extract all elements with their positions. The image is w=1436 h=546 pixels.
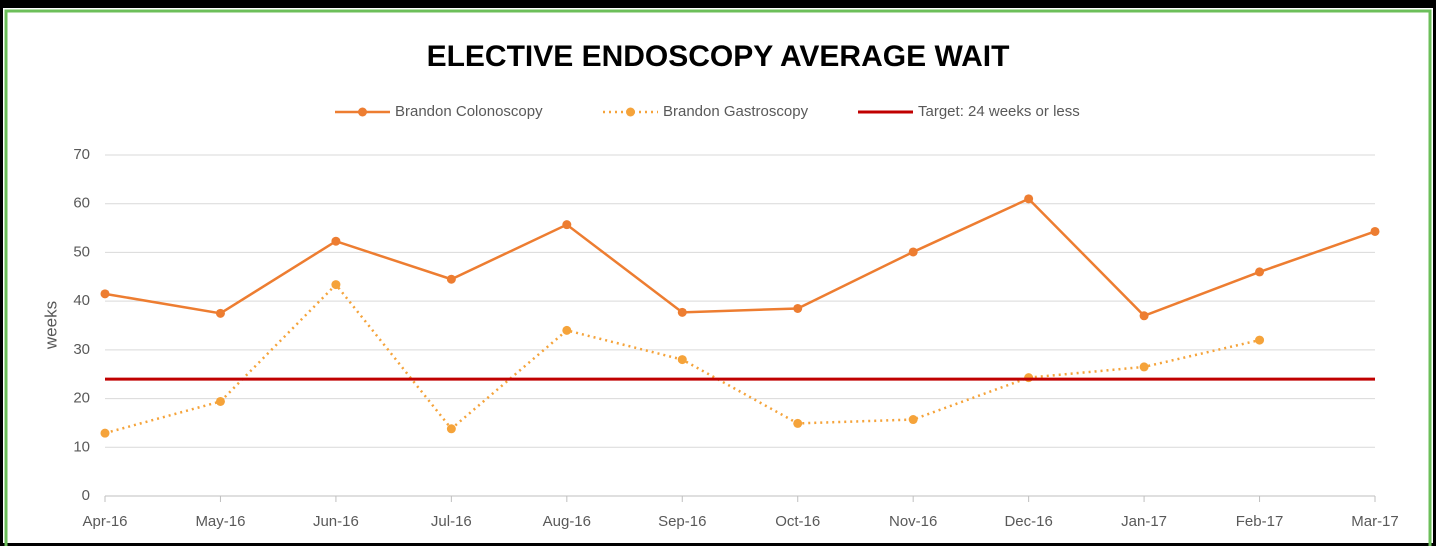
x-tick-label: Sep-16 bbox=[658, 513, 706, 530]
x-tick-label: Mar-17 bbox=[1351, 513, 1399, 530]
data-point bbox=[446, 424, 456, 434]
chart-title: ELECTIVE ENDOSCOPY AVERAGE WAIT bbox=[427, 40, 1010, 73]
data-point bbox=[677, 355, 687, 365]
data-point bbox=[562, 325, 572, 335]
data-point bbox=[215, 308, 225, 318]
legend-label: Brandon Gastroscopy bbox=[663, 103, 809, 120]
data-point bbox=[1370, 226, 1380, 236]
data-point bbox=[677, 307, 687, 317]
y-tick-label: 10 bbox=[73, 438, 90, 455]
legend-label: Brandon Colonoscopy bbox=[395, 103, 543, 120]
data-point bbox=[100, 289, 110, 299]
legend-marker bbox=[358, 107, 367, 117]
data-point bbox=[908, 415, 918, 425]
series-line bbox=[104, 197, 1376, 318]
data-point bbox=[1139, 311, 1149, 321]
inner-border bbox=[4, 9, 1432, 546]
data-point bbox=[100, 428, 110, 438]
x-tick-label: Apr-16 bbox=[82, 513, 127, 530]
data-point bbox=[331, 280, 341, 290]
top-strip bbox=[0, 0, 1436, 8]
data-point bbox=[562, 220, 572, 230]
y-tick-label: 70 bbox=[73, 146, 90, 163]
data-point bbox=[331, 236, 341, 246]
x-tick-label: Jan-17 bbox=[1121, 513, 1167, 530]
data-point bbox=[1024, 194, 1034, 204]
x-tick-label: Jul-16 bbox=[431, 513, 472, 530]
x-tick-label: Nov-16 bbox=[889, 513, 937, 530]
y-tick-label: 0 bbox=[82, 487, 90, 504]
data-point bbox=[1255, 267, 1265, 277]
x-tick-label: Jun-16 bbox=[313, 513, 359, 530]
y-tick-label: 50 bbox=[73, 243, 90, 260]
x-tick-label: May-16 bbox=[195, 513, 245, 530]
data-point bbox=[215, 396, 225, 406]
data-point bbox=[446, 274, 456, 284]
y-tick-label: 20 bbox=[73, 390, 90, 407]
legend-label: Target: 24 weeks or less bbox=[918, 103, 1080, 120]
x-tick-label: Feb-17 bbox=[1236, 513, 1284, 530]
y-tick-label: 40 bbox=[73, 292, 90, 309]
data-point bbox=[1255, 335, 1265, 345]
x-tick-label: Dec-16 bbox=[1004, 513, 1052, 530]
y-tick-label: 60 bbox=[73, 195, 90, 212]
data-point bbox=[793, 418, 803, 428]
x-tick-label: Oct-16 bbox=[775, 513, 820, 530]
data-point bbox=[793, 303, 803, 313]
data-point bbox=[1139, 362, 1149, 372]
legend-marker bbox=[626, 107, 635, 117]
data-point bbox=[908, 247, 918, 257]
x-tick-label: Aug-16 bbox=[543, 513, 591, 530]
y-axis-label: weeks bbox=[41, 301, 60, 350]
y-tick-label: 30 bbox=[73, 341, 90, 358]
